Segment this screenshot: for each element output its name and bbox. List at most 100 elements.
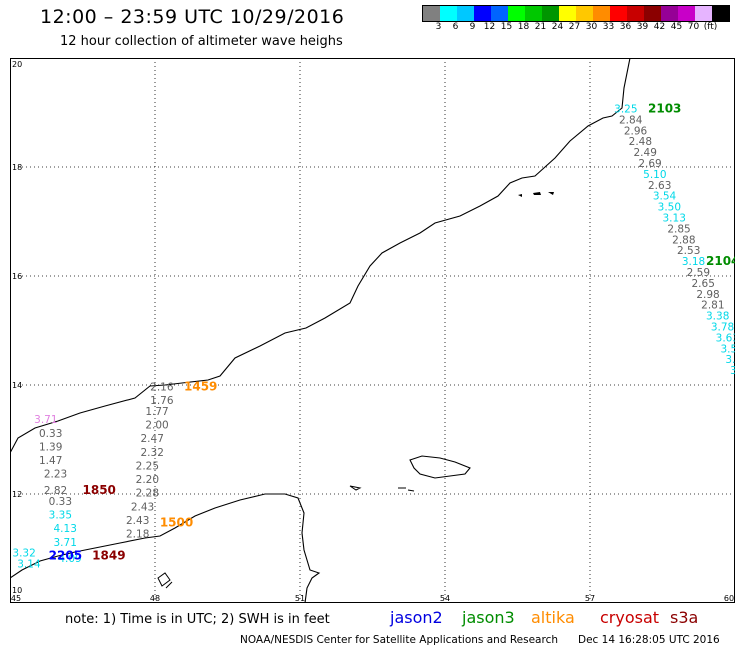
color-swatch	[593, 6, 610, 21]
color-swatch	[627, 6, 644, 21]
map-subtitle: 12 hour collection of altimeter wave hei…	[60, 34, 343, 49]
pass-time-label: 2205	[49, 548, 82, 562]
legend-jason3: jason3	[462, 608, 515, 627]
wave-height-label: 2.82	[44, 485, 67, 497]
color-swatch	[610, 6, 627, 21]
wave-height-label: 1.47	[39, 455, 62, 467]
wave-height-label: 2.48	[629, 136, 652, 148]
color-swatch	[491, 6, 508, 21]
latitude-tick-label: 12	[12, 490, 22, 499]
color-scale-label: 36	[619, 22, 632, 32]
legend-s3a: s3a	[670, 608, 699, 627]
map-title: 12:00 – 23:59 UTC 10/29/2016	[40, 6, 345, 28]
lat-lon-grid	[10, 58, 735, 603]
wave-height-label: 2.59	[687, 267, 710, 279]
wave-height-label: 2.63	[648, 180, 671, 192]
wave-height-label: 3.54	[721, 343, 736, 355]
pass-time-label: 1850	[83, 483, 116, 497]
wave-height-label: 1.39	[39, 441, 62, 453]
wave-height-label: 2.43	[126, 515, 149, 527]
wave-height-label: 3.38	[706, 311, 729, 323]
color-swatch	[457, 6, 474, 21]
color-swatch	[525, 6, 542, 21]
djibouti-islands	[157, 572, 173, 589]
wave-height-label: 2.32	[141, 447, 164, 459]
wave-height-map: 3.252.842.962.482.492.695.102.633.543.50…	[10, 58, 735, 603]
arabian-coastline	[10, 58, 631, 454]
somali-coastline	[10, 493, 321, 603]
wave-height-label: 5.10	[643, 169, 666, 181]
legend-altika: altika	[531, 608, 575, 627]
wave-height-label: 3.14	[17, 559, 41, 571]
credit-line: NOAA/NESDIS Center for Satellite Applica…	[240, 634, 558, 646]
color-scale-label: 18	[517, 22, 530, 32]
wave-height-label: 2.25	[136, 460, 159, 472]
wave-height-label: 2.96	[624, 125, 648, 137]
wave-height-label: 0.33	[49, 496, 72, 508]
footnote: note: 1) Time is in UTC; 2) SWH is in fe…	[65, 612, 330, 627]
longitude-tick-label: 48	[150, 594, 160, 603]
color-swatch	[423, 6, 440, 21]
color-scale-label: (ft)	[703, 22, 718, 32]
color-swatch	[712, 6, 729, 21]
color-swatch	[678, 6, 695, 21]
longitude-tick-label: 51	[295, 594, 305, 603]
wave-height-label: 3.71	[54, 537, 77, 549]
color-scale-label: 15	[500, 22, 513, 32]
wave-height-label: 3.07	[730, 365, 735, 377]
wave-height-label: 3.13	[663, 213, 686, 225]
legend-cryosat: cryosat	[600, 608, 660, 627]
wave-height-label: 2.43	[131, 501, 154, 513]
map-frame	[10, 58, 735, 603]
latitude-tick-label: 18	[12, 163, 22, 172]
color-scale-label: 27	[568, 22, 581, 32]
color-scale-label: 42	[653, 22, 666, 32]
wave-height-label: 3.45	[725, 354, 735, 366]
wave-height-label: 2.20	[136, 474, 159, 486]
wave-height-label: 3.54	[653, 191, 677, 203]
longitude-tick-label: 57	[585, 594, 595, 603]
color-swatch	[474, 6, 491, 21]
wave-height-label: 2.16	[150, 381, 174, 393]
altimeter-tracks: 3.252.842.962.482.492.695.102.633.543.50…	[12, 102, 735, 571]
latitude-tick-label: 20	[12, 60, 22, 69]
wave-height-label: 2.47	[141, 433, 164, 445]
latitude-tick-label: 16	[12, 272, 22, 281]
wave-height-label: 3.50	[658, 202, 681, 214]
wave-height-label: 0.33	[39, 428, 62, 440]
wave-height-label: 2.84	[619, 114, 643, 126]
color-scale-label: 21	[534, 22, 547, 32]
color-scale-label: 9	[469, 22, 476, 32]
wave-height-label: 2.00	[145, 420, 168, 432]
color-scale-label: 24	[551, 22, 564, 32]
color-swatch	[576, 6, 593, 21]
pass-time-label: 1849	[92, 548, 125, 562]
wave-height-label: 4.09	[58, 553, 81, 565]
color-scale-label: 30	[585, 22, 598, 32]
pass-time-label: 2104	[706, 254, 735, 268]
color-scale-label: 3	[435, 22, 442, 32]
color-scale-label: 12	[483, 22, 496, 32]
wave-height-label: 3.25	[614, 104, 637, 116]
socotra-island	[409, 455, 471, 479]
latitude-tick-label: 14	[12, 381, 22, 390]
wave-height-label: 3.18	[682, 256, 705, 268]
wave-height-label: 2.88	[672, 234, 695, 246]
wave-height-label: 1.76	[150, 395, 174, 407]
wave-height-label: 3.32	[12, 548, 35, 560]
pass-time-label: 2103	[648, 102, 681, 116]
longitude-tick-label: 45	[11, 594, 21, 603]
color-scale-label: 33	[602, 22, 615, 32]
wave-height-label: 3.35	[49, 510, 72, 522]
wave-height-label: 2.98	[696, 289, 719, 301]
color-scale-label: 70	[687, 22, 700, 32]
color-scale-label: 6	[452, 22, 459, 32]
wave-height-label: 3.78	[711, 322, 734, 334]
latitude-tick-label: 10	[12, 586, 22, 595]
abd-al-kuri-island	[349, 485, 415, 492]
longitude-tick-label: 60	[724, 594, 734, 603]
wave-height-label: 2.81	[701, 300, 724, 312]
color-swatch	[508, 6, 525, 21]
legend-jason2: jason2	[390, 608, 443, 627]
generation-timestamp: Dec 14 16:28:05 UTC 2016	[578, 634, 720, 646]
